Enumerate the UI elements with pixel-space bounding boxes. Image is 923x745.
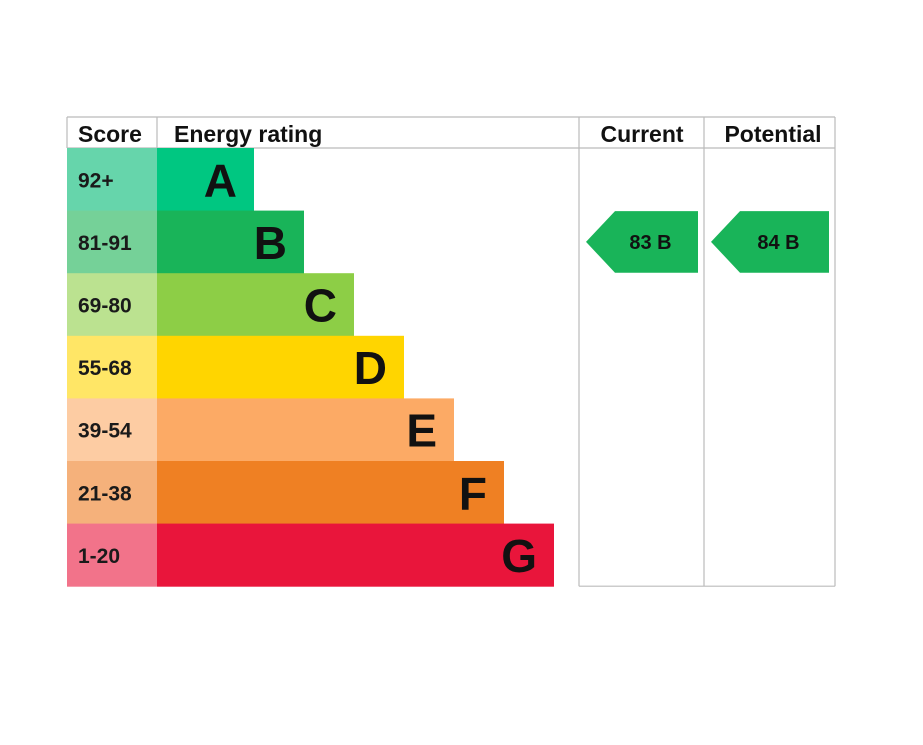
- score-cell-g: [67, 523, 157, 587]
- band-row-d: 55-68 D: [67, 335, 404, 399]
- band-score-label: 92+: [78, 169, 114, 192]
- band-letter-label: D: [354, 342, 387, 394]
- score-cell-d: [67, 335, 157, 399]
- band-row-e: 39-54 E: [67, 398, 454, 462]
- score-cell-b: [67, 210, 157, 274]
- energy-rating-header: Energy rating: [174, 121, 322, 147]
- band-letter-label: G: [501, 530, 537, 582]
- band-bar-b: [157, 210, 304, 274]
- potential-rating-arrow-shape: [711, 211, 829, 273]
- current-rating-arrow: 83 B: [586, 211, 698, 273]
- band-row-b: 81-91 B: [67, 210, 304, 274]
- band-score-label: 69-80: [78, 295, 132, 318]
- potential-rating-arrow: 84 B: [711, 211, 829, 273]
- band-score-label: 1-20: [78, 545, 120, 568]
- rating-indicators: 83 B 84 B: [586, 211, 829, 273]
- potential-header: Potential: [724, 121, 821, 147]
- potential-rating-arrow-label: 84 B: [757, 232, 799, 254]
- band-bar-e: [157, 398, 454, 462]
- band-bar-a: [157, 148, 254, 212]
- rating-bands: 92+ A 81-91 B 69-80 C 55-68 D 39-54 E 21-38 F 1-20 G: [67, 148, 554, 587]
- band-letter-label: A: [204, 154, 237, 206]
- score-cell-a: [67, 148, 157, 212]
- band-score-label: 21-38: [78, 482, 132, 505]
- score-cell-f: [67, 461, 157, 525]
- band-letter-label: E: [406, 405, 437, 457]
- score-cell-c: [67, 273, 157, 337]
- band-bar-c: [157, 273, 354, 337]
- score-cell-e: [67, 398, 157, 462]
- band-score-label: 81-91: [78, 232, 132, 255]
- band-row-g: 1-20 G: [67, 523, 554, 587]
- band-letter-label: B: [254, 217, 287, 269]
- score-header: Score: [78, 121, 142, 147]
- band-row-a: 92+ A: [67, 148, 254, 212]
- current-rating-arrow-shape: [586, 211, 698, 273]
- band-bar-g: [157, 523, 554, 587]
- band-score-label: 39-54: [78, 420, 132, 443]
- current-rating-arrow-label: 83 B: [629, 232, 671, 254]
- band-letter-label: C: [304, 280, 337, 332]
- band-bar-d: [157, 335, 404, 399]
- band-bar-f: [157, 461, 504, 525]
- band-row-f: 21-38 F: [67, 461, 504, 525]
- current-header: Current: [600, 121, 683, 147]
- band-letter-label: F: [459, 467, 487, 519]
- band-score-label: 55-68: [78, 357, 132, 380]
- band-row-c: 69-80 C: [67, 273, 354, 337]
